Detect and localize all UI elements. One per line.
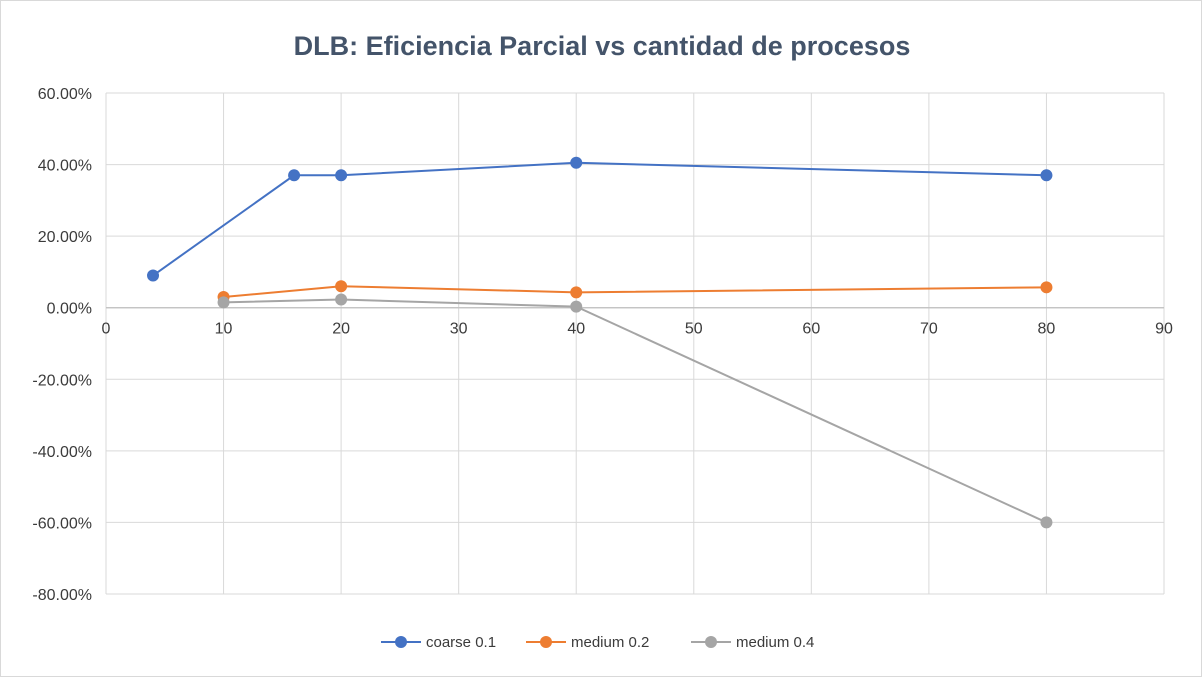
x-tick-label: 30	[450, 321, 468, 338]
y-tick-label: 20.00%	[38, 229, 92, 246]
data-point	[288, 169, 301, 182]
x-tick-label: 0	[102, 321, 111, 338]
data-point	[335, 293, 348, 306]
y-tick-label: 0.00%	[47, 301, 92, 318]
x-tick-label: 70	[920, 321, 938, 338]
data-point	[570, 300, 583, 313]
y-tick-label: 40.00%	[38, 158, 92, 175]
chart-title: DLB: Eficiencia Parcial vs cantidad de p…	[294, 31, 911, 61]
x-tick-label: 90	[1155, 321, 1173, 338]
y-tick-label: -20.00%	[32, 372, 92, 389]
legend-marker	[705, 636, 717, 648]
y-tick-label: -80.00%	[32, 587, 92, 604]
data-point	[1040, 169, 1053, 182]
legend-marker	[540, 636, 552, 648]
data-point	[1040, 516, 1053, 529]
y-tick-label: -60.00%	[32, 515, 92, 532]
data-point	[147, 269, 160, 282]
x-tick-label: 50	[685, 321, 703, 338]
x-tick-label: 80	[1038, 321, 1056, 338]
y-tick-label: -40.00%	[32, 444, 92, 461]
legend-label: coarse 0.1	[426, 634, 496, 651]
x-tick-label: 60	[802, 321, 820, 338]
x-tick-label: 40	[567, 321, 585, 338]
data-point	[570, 286, 583, 299]
y-tick-label: 60.00%	[38, 86, 92, 103]
grid-layer	[105, 92, 1165, 595]
series-line	[152, 161, 1047, 277]
legend-marker	[395, 636, 407, 648]
data-point	[335, 169, 348, 182]
x-tick-label: 20	[332, 321, 350, 338]
data-point	[335, 280, 348, 293]
series-line	[223, 298, 1047, 524]
tick-layer: 60.00% 40.00% 20.00% 0.00% -20.00% -40.00% -60…	[32, 86, 1173, 604]
legend-label: medium 0.4	[736, 634, 814, 651]
series-layer	[147, 156, 1053, 529]
legend-label: medium 0.2	[571, 634, 649, 651]
x-tick-label: 10	[215, 321, 233, 338]
data-point	[570, 156, 583, 169]
series-line	[223, 285, 1047, 298]
data-point	[217, 296, 230, 309]
data-point	[1040, 281, 1053, 294]
legend: coarse 0.1 medium 0.2 medium 0.4	[381, 634, 814, 651]
